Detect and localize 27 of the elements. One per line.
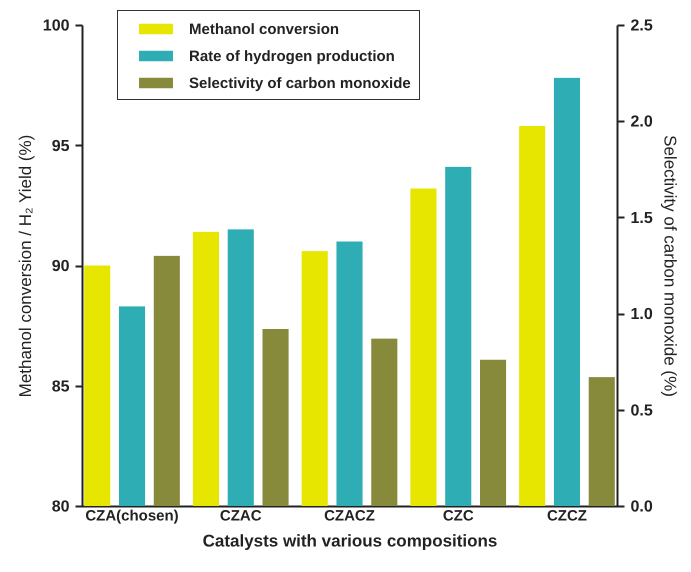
- bar: [262, 328, 289, 506]
- y2-tick-label: 2.5: [630, 18, 653, 34]
- bar: [371, 338, 398, 506]
- bar: [588, 377, 615, 506]
- y-axis-title: Methanol conversion / H₂ Yield (%): [16, 134, 35, 398]
- y-tick-label: 100: [42, 18, 70, 34]
- x-tick-label: CZCZ: [546, 508, 587, 524]
- legend-label: Methanol conversion: [189, 21, 340, 38]
- y2-tick-label: 0.5: [630, 402, 653, 420]
- y2-axis-title: Selectivity of carbon monoxide (%): [660, 135, 680, 397]
- y-tick-label: 90: [52, 258, 70, 275]
- x-axis-title: Catalysts with various compositions: [202, 532, 498, 550]
- y2-tick-label: 1.0: [630, 306, 653, 324]
- legend-label: Rate of hydrogen production: [189, 48, 395, 65]
- x-tick-label: CZAC: [220, 508, 262, 524]
- legend-label: Selectivity of carbon monoxide: [189, 75, 411, 92]
- bar: [154, 256, 180, 506]
- x-tick-label: CZACZ: [324, 508, 375, 524]
- y-tick-label: 95: [52, 138, 70, 155]
- x-tick-label: CZA(chosen): [85, 508, 179, 524]
- x-tick-label: CZC: [442, 508, 474, 524]
- y-tick-label: 85: [52, 378, 70, 396]
- y-tick-label: 80: [52, 498, 70, 516]
- y2-tick-label: 2.0: [630, 114, 653, 131]
- y2-tick-label: 1.5: [630, 210, 653, 227]
- y2-tick-label: 0.0: [630, 498, 653, 516]
- bar: [480, 360, 506, 506]
